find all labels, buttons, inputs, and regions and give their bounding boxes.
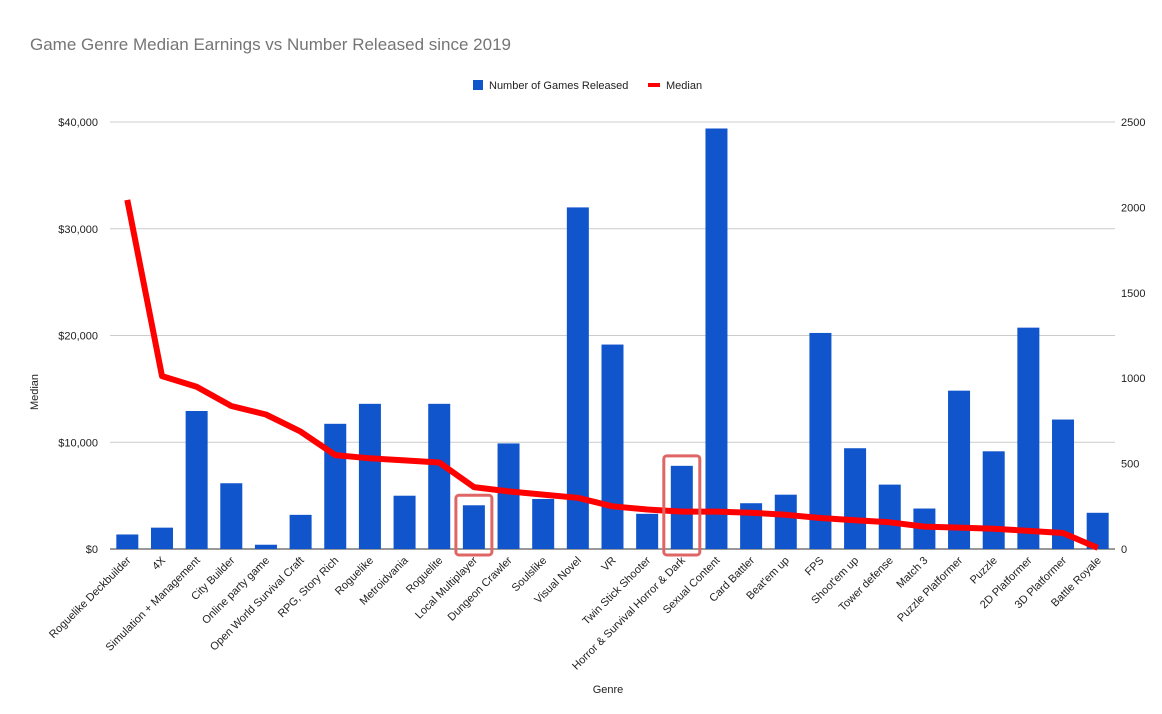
right-tick-label: 0 bbox=[1121, 544, 1127, 556]
bar bbox=[497, 443, 520, 549]
right-axis-ticks: 0 500 1000 1500 2000 2500 bbox=[1121, 117, 1145, 556]
bar bbox=[774, 494, 797, 549]
bar bbox=[636, 513, 659, 549]
bar bbox=[948, 390, 971, 549]
left-tick-label: $20,000 bbox=[58, 331, 98, 343]
legend-swatch-line bbox=[648, 83, 660, 87]
bar bbox=[1086, 512, 1109, 549]
bar bbox=[220, 483, 243, 549]
x-axis-title: Genre bbox=[593, 684, 624, 696]
category-label: Puzzle Platformer bbox=[895, 554, 965, 624]
right-tick-label: 1500 bbox=[1121, 288, 1145, 300]
bar bbox=[324, 423, 347, 549]
bar bbox=[116, 534, 139, 549]
left-axis-ticks: $0 $10,000 $20,000 $30,000 $40,000 bbox=[58, 117, 98, 556]
legend: Number of Games Released Median bbox=[473, 80, 702, 92]
bar bbox=[254, 544, 277, 549]
bar bbox=[1052, 419, 1075, 549]
highlight-boxes bbox=[454, 454, 702, 557]
left-tick-label: $0 bbox=[86, 544, 98, 556]
bar bbox=[878, 484, 901, 549]
category-label: RPG, Story Rich bbox=[276, 555, 342, 621]
bar bbox=[809, 332, 832, 549]
bar bbox=[532, 498, 555, 549]
bar-series bbox=[116, 128, 1109, 549]
chart-title: Game Genre Median Earnings vs Number Rel… bbox=[30, 35, 511, 54]
bar bbox=[566, 207, 589, 549]
highlight-box bbox=[454, 493, 494, 557]
bar bbox=[150, 527, 173, 549]
bar bbox=[705, 128, 728, 549]
bar bbox=[844, 448, 867, 549]
highlight-box bbox=[662, 454, 702, 557]
right-tick-label: 500 bbox=[1121, 459, 1139, 471]
bar bbox=[428, 403, 451, 549]
bar bbox=[185, 410, 208, 549]
line-series bbox=[124, 199, 1099, 551]
legend-swatch-bars bbox=[473, 80, 483, 90]
legend-label-line: Median bbox=[666, 80, 702, 92]
left-tick-label: $40,000 bbox=[58, 117, 98, 129]
bar bbox=[601, 344, 624, 549]
category-label: Dungeon Crawler bbox=[446, 554, 515, 623]
bar bbox=[670, 465, 693, 549]
gridlines bbox=[110, 121, 1115, 550]
right-tick-label: 2500 bbox=[1121, 117, 1145, 129]
right-tick-label: 2000 bbox=[1121, 202, 1145, 214]
category-label: Puzzle bbox=[968, 555, 1000, 587]
category-label: VR bbox=[599, 555, 618, 574]
category-label: Local Multiplayer bbox=[413, 554, 480, 621]
bar bbox=[462, 505, 485, 549]
category-label: FPS bbox=[803, 555, 827, 579]
bar bbox=[289, 514, 312, 549]
category-label: 4X bbox=[150, 554, 168, 572]
right-tick-label: 1000 bbox=[1121, 373, 1145, 385]
y-axis-title: Median bbox=[29, 374, 41, 410]
left-tick-label: $10,000 bbox=[58, 437, 98, 449]
bar bbox=[393, 495, 416, 549]
bar bbox=[1017, 327, 1040, 549]
median-line bbox=[124, 199, 1099, 551]
legend-label-bars: Number of Games Released bbox=[489, 80, 628, 92]
bar bbox=[982, 451, 1005, 549]
bar bbox=[358, 403, 381, 549]
left-tick-label: $30,000 bbox=[58, 224, 98, 236]
